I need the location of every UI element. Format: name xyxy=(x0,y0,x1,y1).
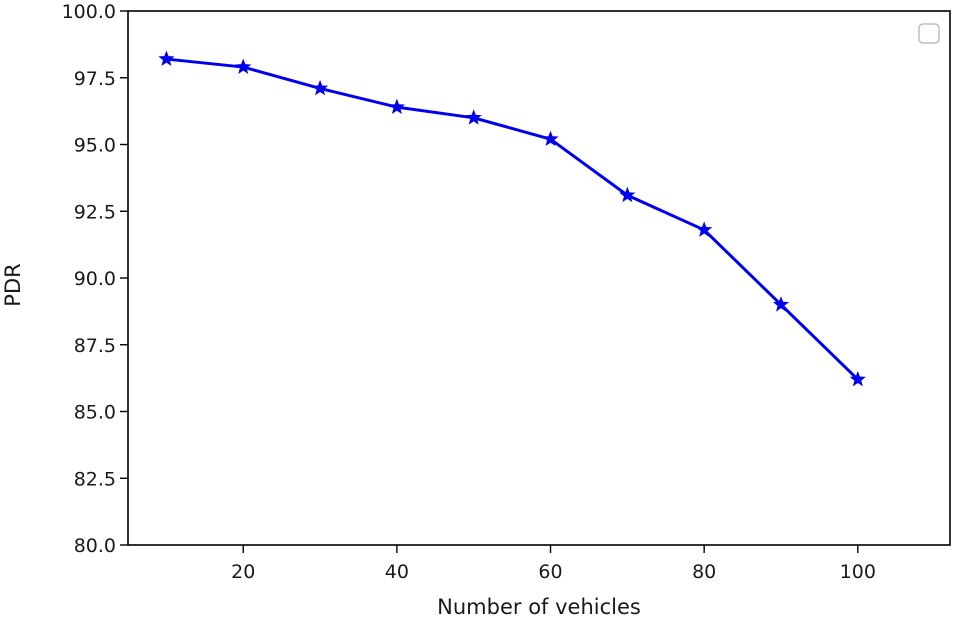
y-tick-label: 85.0 xyxy=(74,402,116,424)
x-axis-title: Number of vehicles xyxy=(437,595,641,619)
data-point-star xyxy=(542,130,559,147)
x-axis-ticks: 20 40 60 80 100 xyxy=(231,545,876,583)
series-line xyxy=(166,57,859,381)
y-axis-title: PDR xyxy=(1,263,25,306)
data-point-star xyxy=(696,221,713,237)
x-tick-label: 40 xyxy=(385,561,409,583)
series-layer xyxy=(158,50,866,387)
y-axis-ticks: 80.0 82.5 85.0 87.5 90.0 92.5 95.0 97.5 100.0 xyxy=(62,1,128,557)
x-tick-label: 60 xyxy=(538,561,562,583)
data-point-star xyxy=(388,98,405,114)
data-point-star xyxy=(311,79,329,96)
y-tick-label: 90.0 xyxy=(74,268,116,290)
data-point-star xyxy=(619,186,636,203)
y-tick-label: 95.0 xyxy=(74,135,116,157)
x-tick-label: 20 xyxy=(231,561,255,583)
y-tick-label: 97.5 xyxy=(74,68,116,90)
plot-frame xyxy=(127,10,951,546)
y-tick-label: 87.5 xyxy=(74,335,116,357)
data-point-star xyxy=(465,109,482,125)
data-point-star xyxy=(158,50,175,66)
data-point-star xyxy=(849,370,866,387)
y-tick-label: 100.0 xyxy=(62,1,116,23)
y-tick-label: 80.0 xyxy=(74,535,116,557)
legend-box xyxy=(918,23,940,44)
y-tick-label: 82.5 xyxy=(74,468,116,490)
x-tick-label: 80 xyxy=(692,561,716,583)
data-point-star xyxy=(772,296,790,312)
data-point-star xyxy=(235,58,252,74)
y-tick-label: 92.5 xyxy=(74,201,116,223)
x-tick-label: 100 xyxy=(840,561,876,583)
